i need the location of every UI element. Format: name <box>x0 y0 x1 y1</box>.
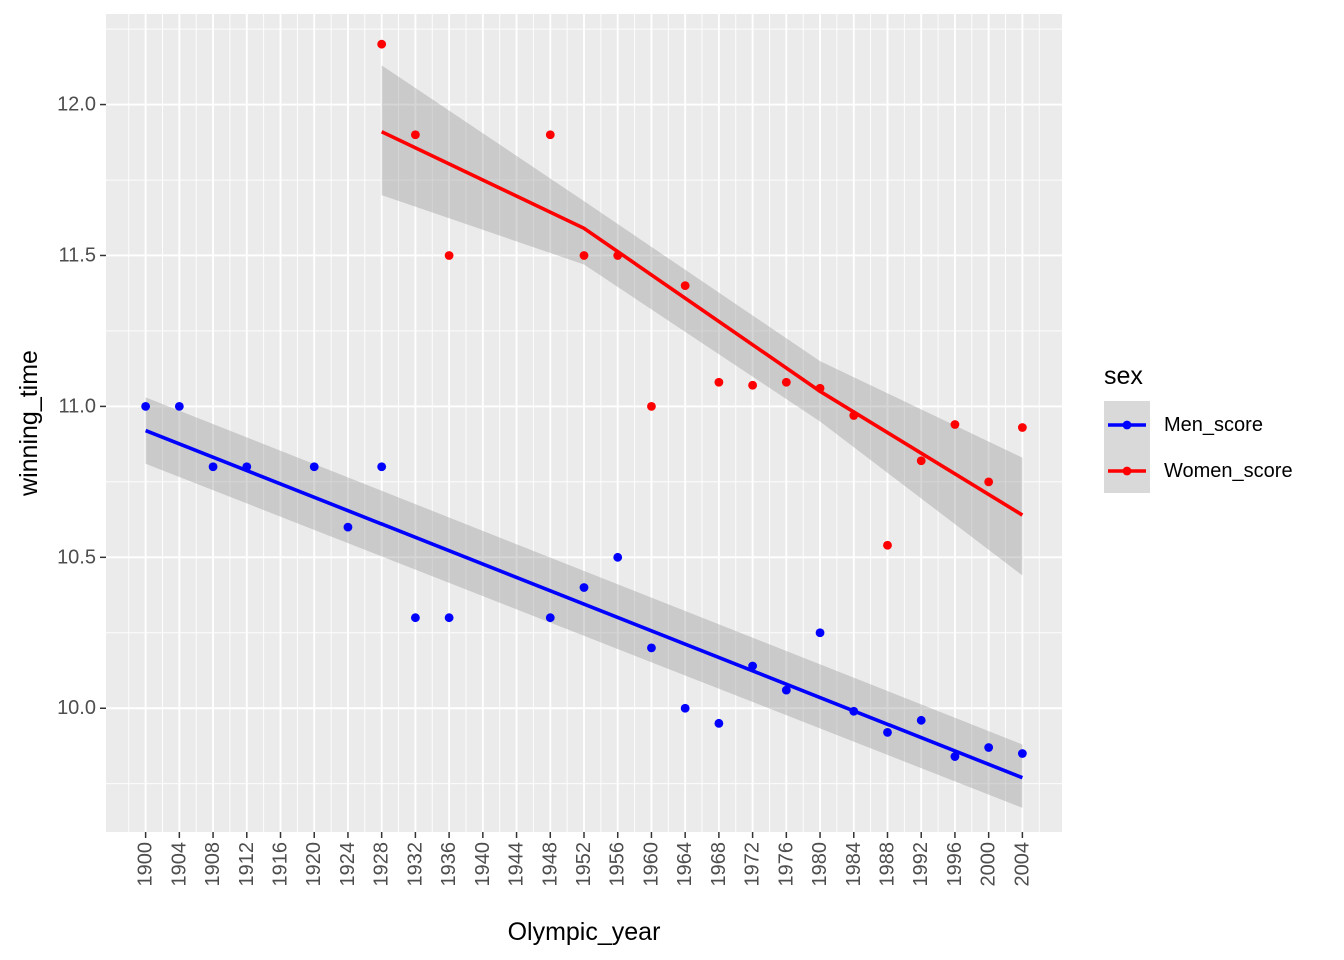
data-point <box>680 281 690 291</box>
legend: sex Men_score Women_score <box>1104 362 1293 493</box>
data-point <box>781 685 791 695</box>
x-tick-label: 1936 <box>438 842 460 887</box>
data-point <box>815 383 825 393</box>
x-tick-label: 1960 <box>640 842 662 887</box>
data-point <box>781 377 791 387</box>
legend-key-point <box>1122 466 1132 476</box>
data-point <box>444 613 454 623</box>
legend-label: Men_score <box>1164 414 1263 436</box>
data-point <box>714 718 724 728</box>
x-tick-label: 1956 <box>607 842 629 887</box>
y-axis-title: winning_time <box>15 350 43 497</box>
legend-label: Women_score <box>1164 460 1293 482</box>
data-point <box>613 552 623 562</box>
data-point <box>410 613 420 623</box>
x-tick-label: 1968 <box>708 842 730 887</box>
x-tick-label: 1908 <box>202 842 224 887</box>
x-tick-label: 1904 <box>168 842 190 887</box>
data-point <box>1017 749 1027 758</box>
data-point <box>545 130 555 140</box>
data-point <box>208 462 218 472</box>
data-point <box>579 251 589 260</box>
x-tick-label: 1944 <box>506 842 528 887</box>
x-tick-label: 1980 <box>809 842 831 887</box>
x-axis-title: Olympic_year <box>508 918 661 946</box>
fit-lines <box>144 130 1024 780</box>
data-point <box>141 401 151 411</box>
fit-line <box>144 428 1024 780</box>
data-point <box>242 462 252 472</box>
y-tick-label: 12.0 <box>57 94 96 116</box>
x-tick-label: 1916 <box>270 842 292 887</box>
data-point <box>950 752 960 761</box>
x-tick-label: 1920 <box>303 842 325 887</box>
data-point <box>174 401 184 411</box>
data-point <box>343 522 353 532</box>
x-tick-label: 1952 <box>573 842 595 887</box>
x-tick-label: 1964 <box>674 842 696 887</box>
y-tick-label: 10.0 <box>57 697 96 719</box>
data-point <box>748 380 758 390</box>
data-point <box>748 661 758 671</box>
data-point <box>916 715 926 725</box>
data-point <box>377 39 387 49</box>
fit-line <box>380 130 1024 517</box>
axes: 1900 1904 1908 1912 1916 1920 1924 1928 1932 1936… <box>57 94 1033 887</box>
x-tick-label: 1948 <box>539 842 561 887</box>
data-point <box>849 706 859 716</box>
x-tick-label: 1912 <box>236 842 258 887</box>
data-point <box>815 628 825 638</box>
data-point <box>714 377 724 387</box>
x-tick-label: 1940 <box>472 842 494 887</box>
data-point <box>916 456 926 466</box>
data-point <box>545 613 555 623</box>
legend-key-point <box>1122 420 1132 430</box>
x-tick-label: 1984 <box>843 842 865 887</box>
y-tick-label: 10.5 <box>57 546 96 568</box>
data-point <box>647 643 656 653</box>
data-points <box>141 39 1027 761</box>
data-point <box>444 251 454 260</box>
data-point <box>883 727 892 737</box>
data-point <box>1017 423 1027 432</box>
x-tick-label: 1928 <box>371 842 393 887</box>
data-point <box>309 462 319 472</box>
x-tick-label: 1988 <box>876 842 898 887</box>
data-point <box>613 251 623 260</box>
x-tick-label: 1972 <box>742 842 764 887</box>
x-tick-label: 1996 <box>944 842 966 887</box>
x-tick-label: 1924 <box>337 842 359 887</box>
data-point <box>410 130 420 140</box>
x-tick-label: 1900 <box>135 842 157 887</box>
data-point <box>984 477 994 487</box>
data-point <box>647 401 656 411</box>
data-point <box>984 743 994 752</box>
x-tick-label: 1992 <box>910 842 932 887</box>
data-point <box>950 420 960 429</box>
x-tick-label: 2004 <box>1011 842 1033 887</box>
x-tick-label: 2000 <box>978 842 1000 887</box>
y-tick-label: 11.0 <box>59 395 96 417</box>
x-tick-label: 1976 <box>775 842 797 887</box>
data-point <box>377 462 387 472</box>
data-point <box>680 703 690 713</box>
legend-title: sex <box>1104 362 1143 390</box>
data-point <box>883 540 892 550</box>
x-tick-label: 1932 <box>404 842 426 887</box>
grid <box>106 14 1062 832</box>
y-tick-label: 11.5 <box>59 244 96 266</box>
data-point <box>579 583 589 592</box>
confidence-ribbon <box>381 65 1023 576</box>
data-point <box>849 411 859 420</box>
